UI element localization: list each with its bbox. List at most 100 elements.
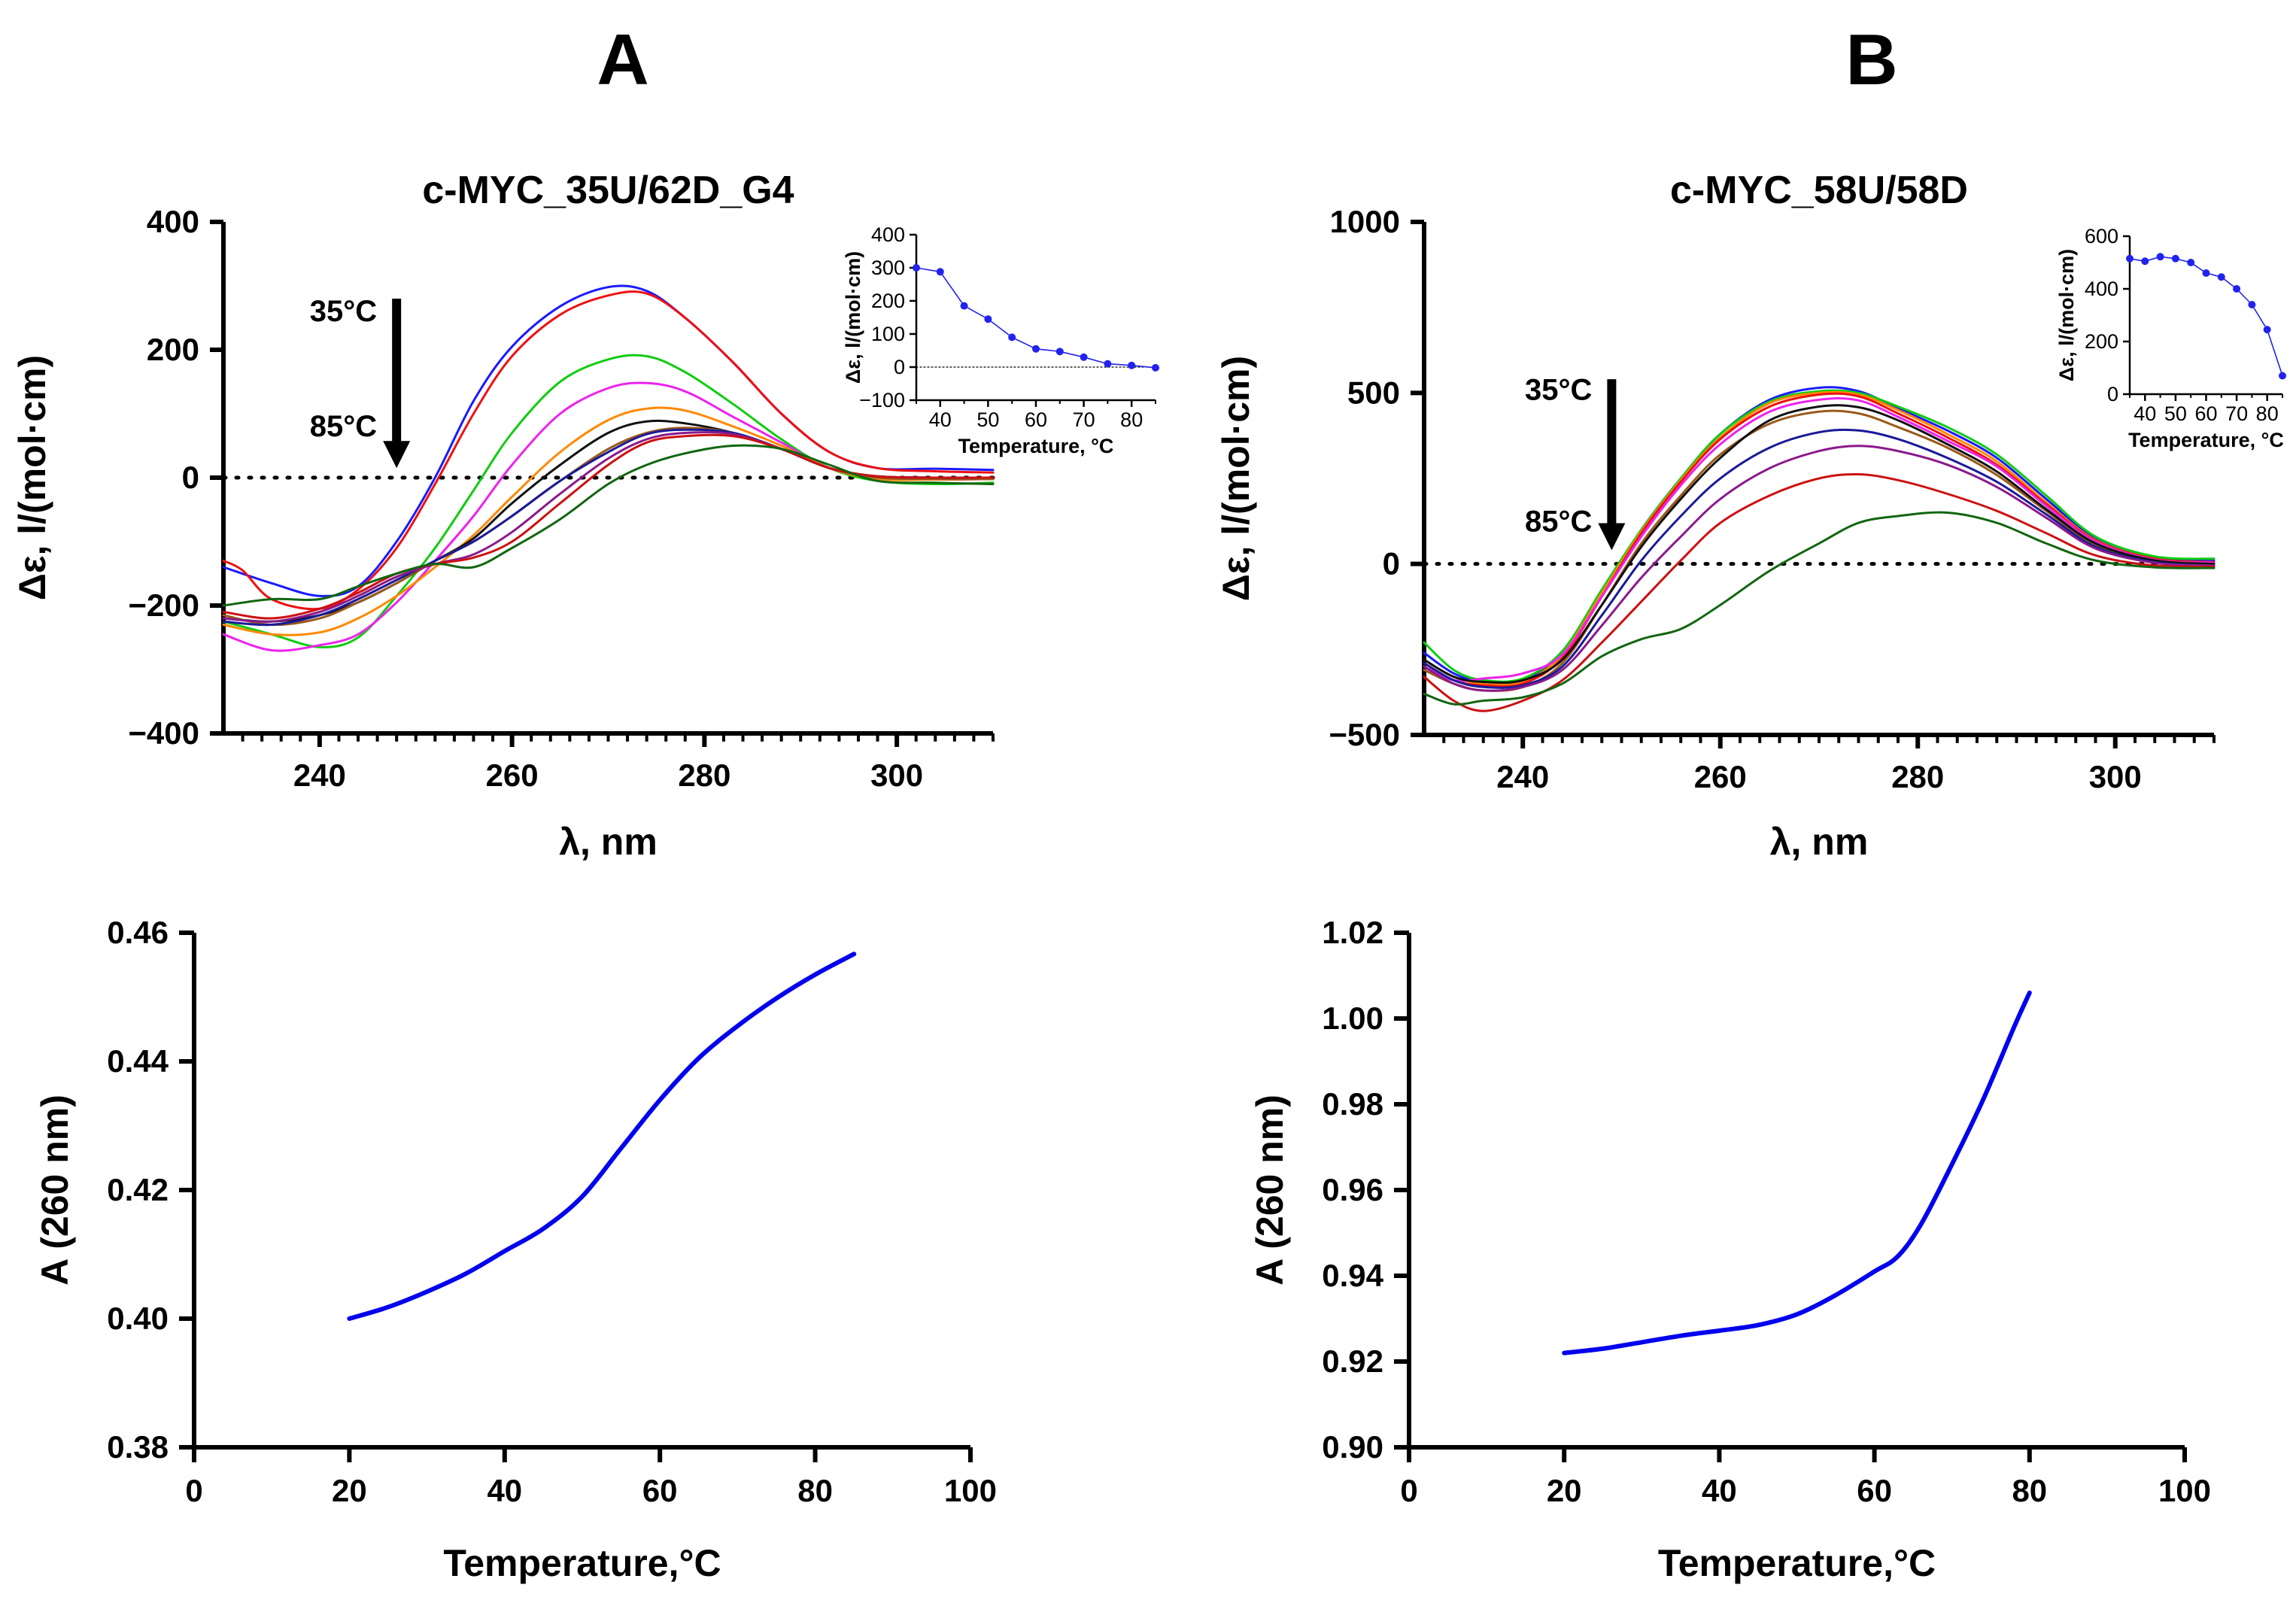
y-tick-label: 400 (2085, 278, 2118, 300)
y-tick-label: 200 (147, 332, 199, 367)
data-point (2141, 257, 2149, 266)
arrow-start-label: 35°C (1525, 373, 1592, 406)
series-line-A260 (1562, 990, 2032, 1356)
y-axis-title: Δε, l/(mol·cm) (2055, 249, 2078, 381)
chart-title: c-MYC_35U/62D_G4 (422, 168, 794, 212)
chart-title: c-MYC_58U/58D (1670, 168, 1968, 212)
y-tick-label: 0.94 (1322, 1258, 1383, 1293)
x-tick-label: 80 (2256, 402, 2279, 425)
y-axis-title: Δε, l/(mol·cm) (842, 251, 864, 384)
series-line-Δε (916, 267, 1156, 369)
x-tick-label: 40 (487, 1473, 522, 1508)
x-tick-label: 60 (642, 1473, 678, 1508)
x-tick-label: 80 (1120, 408, 1143, 431)
data-point (1080, 353, 1088, 361)
data-point (1104, 360, 1112, 368)
temperature-arrow-head (1598, 523, 1626, 551)
melting-chart-a: 0.38 0.40 0.42 0.44 0.46 0 20 40 60 80 100 Temperat… (34, 915, 997, 1584)
y-tick-label: 0.38 (107, 1429, 169, 1465)
x-tick-label: 60 (1857, 1473, 1892, 1508)
y-axis-title: A (260 nm) (34, 1094, 76, 1286)
series-line-85°C (1423, 511, 2216, 706)
x-tick-label: 40 (929, 408, 952, 431)
y-tick-label: 0.40 (107, 1301, 169, 1336)
y-tick-label: 200 (2085, 330, 2118, 353)
y-tick-label: −500 (1329, 717, 1400, 752)
x-tick-label: 60 (1025, 408, 1047, 431)
x-tick-label: 0 (185, 1473, 202, 1508)
y-tick-label: 500 (1347, 375, 1400, 410)
series-line-60°C (1423, 409, 2216, 692)
data-point (1008, 333, 1016, 342)
data-point (984, 315, 992, 323)
cd-inset-chart-b: 0 200 400 600 40 50 60 70 80 Temperature, °C Δε, l… (2055, 225, 2286, 451)
series-line-80°C (222, 433, 995, 620)
x-tick-label: 20 (1547, 1473, 1582, 1508)
data-point (2202, 269, 2210, 277)
x-tick-label: 100 (944, 1473, 997, 1508)
x-tick-label: 280 (678, 757, 730, 793)
data-point (1152, 363, 1159, 372)
y-tick-label: −400 (128, 715, 199, 751)
data-point (2279, 372, 2286, 380)
x-tick-label: 240 (1496, 759, 1549, 794)
series-line-A260 (347, 952, 857, 1321)
data-point (2217, 273, 2225, 281)
x-tick-label: 240 (293, 757, 346, 793)
data-point (2156, 253, 2164, 261)
series-line-50°C (1423, 392, 2216, 688)
y-tick-label: 300 (871, 257, 905, 279)
y-tick-label: 0 (1383, 546, 1400, 581)
melting-chart-b: 0.90 0.92 0.94 0.96 0.98 1.00 1.02 0 20 40 60 80 100… (1249, 915, 2211, 1584)
data-point (2263, 326, 2271, 334)
x-axis-title: Temperature,°C (443, 1542, 721, 1584)
x-tick-label: 280 (1891, 759, 1944, 794)
x-axis-title: λ, nm (559, 821, 658, 863)
x-tick-label: 80 (2012, 1473, 2047, 1508)
cd-spectra-chart-a: −400 −200 0 200 400 240 260 280 300 c-MYC_35U/62D… (11, 168, 995, 863)
y-tick-label: 0.96 (1322, 1172, 1383, 1207)
panel-letter-a: A (597, 20, 648, 100)
series-line-70°C (1423, 428, 2216, 689)
series-line-85°C (222, 444, 995, 607)
y-tick-label: 0.44 (107, 1043, 169, 1079)
x-tick-label: 100 (2158, 1473, 2211, 1508)
x-tick-label: 0 (1400, 1473, 1417, 1508)
data-point (2171, 254, 2179, 263)
cd-inset-chart-a: −100 0 100 200 300 400 40 50 60 70 80 Temperature, … (842, 223, 1159, 457)
y-tick-label: −200 (128, 587, 199, 623)
series-line-75°C (1423, 445, 2216, 692)
x-axis-title: λ, nm (1770, 821, 1869, 863)
y-tick-label: 600 (2085, 225, 2118, 247)
y-tick-label: 400 (871, 223, 905, 246)
y-tick-label: 1.02 (1322, 915, 1383, 950)
y-tick-label: 0.90 (1322, 1429, 1383, 1465)
x-axis-title: Temperature, °C (2128, 429, 2284, 451)
x-tick-label: 50 (976, 408, 999, 431)
x-axis-title: Temperature, °C (958, 435, 1114, 457)
x-tick-label: 300 (870, 757, 923, 793)
data-point (2233, 285, 2241, 293)
x-tick-label: 260 (486, 757, 539, 793)
x-tick-label: 80 (797, 1473, 833, 1508)
y-tick-label: 400 (147, 204, 199, 239)
x-tick-label: 300 (2089, 759, 2142, 794)
data-point (2248, 301, 2256, 308)
x-tick-label: 70 (1073, 408, 1095, 431)
y-axis-title: Δε, l/(mol·cm) (1215, 356, 1257, 601)
temperature-arrow-head (383, 441, 411, 469)
data-point (936, 268, 944, 276)
data-point (913, 264, 920, 272)
y-tick-label: 0 (894, 356, 905, 378)
data-point (2126, 254, 2134, 263)
panel-letter-b: B (1845, 20, 1897, 100)
x-tick-label: 260 (1694, 759, 1747, 794)
y-axis-title: A (260 nm) (1249, 1094, 1291, 1286)
arrow-start-label: 35°C (310, 295, 377, 328)
arrow-end-label: 85°C (310, 410, 377, 443)
x-axis-title: Temperature,°C (1658, 1542, 1936, 1584)
x-tick-label: 60 (2194, 402, 2217, 425)
series-line-65°C (1423, 404, 2216, 685)
